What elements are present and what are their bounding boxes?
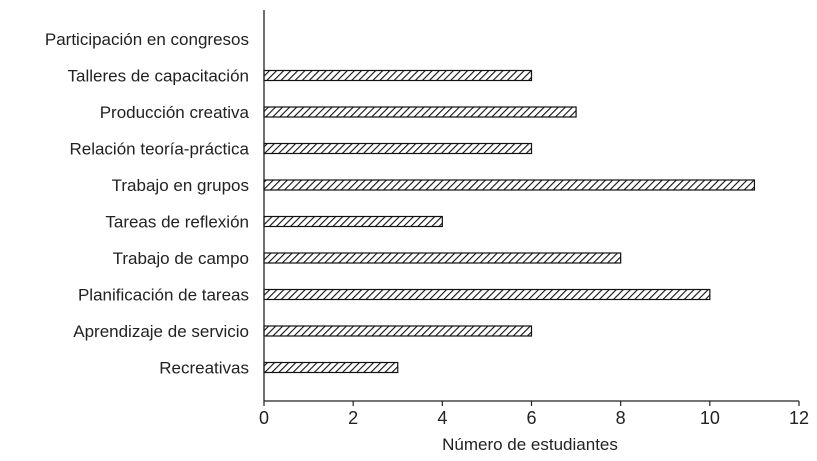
category-label: Planificación de tareas: [78, 286, 249, 305]
category-label: Recreativas: [159, 359, 249, 378]
bar: [263, 106, 577, 118]
bar: [263, 325, 533, 337]
bar: [263, 288, 711, 301]
category-label: Talleres de capacitación: [68, 67, 249, 86]
category-label: Trabajo en grupos: [112, 176, 249, 195]
x-tick-label: 0: [259, 408, 269, 428]
x-tick-label: 6: [526, 408, 536, 428]
bar: [263, 361, 399, 374]
category-label: Producción creativa: [100, 103, 250, 122]
x-tick-label: 4: [437, 408, 447, 428]
bar: [263, 69, 533, 82]
bar: [263, 252, 622, 264]
x-tick-label: 12: [789, 408, 809, 428]
x-tick-label: 2: [348, 408, 358, 428]
category-label: Aprendizaje de servicio: [73, 322, 249, 341]
category-label: Tareas de reflexión: [105, 213, 249, 232]
x-tick-label: 8: [616, 408, 626, 428]
bar: [263, 215, 443, 228]
bar: [263, 179, 756, 191]
category-label: Participación en congresos: [45, 30, 249, 49]
x-axis-title: Número de estudiantes: [442, 435, 618, 454]
bar: [263, 142, 533, 155]
x-tick-label: 10: [700, 408, 720, 428]
category-label: Relación teoría-práctica: [69, 140, 249, 159]
category-label: Trabajo de campo: [113, 249, 249, 268]
